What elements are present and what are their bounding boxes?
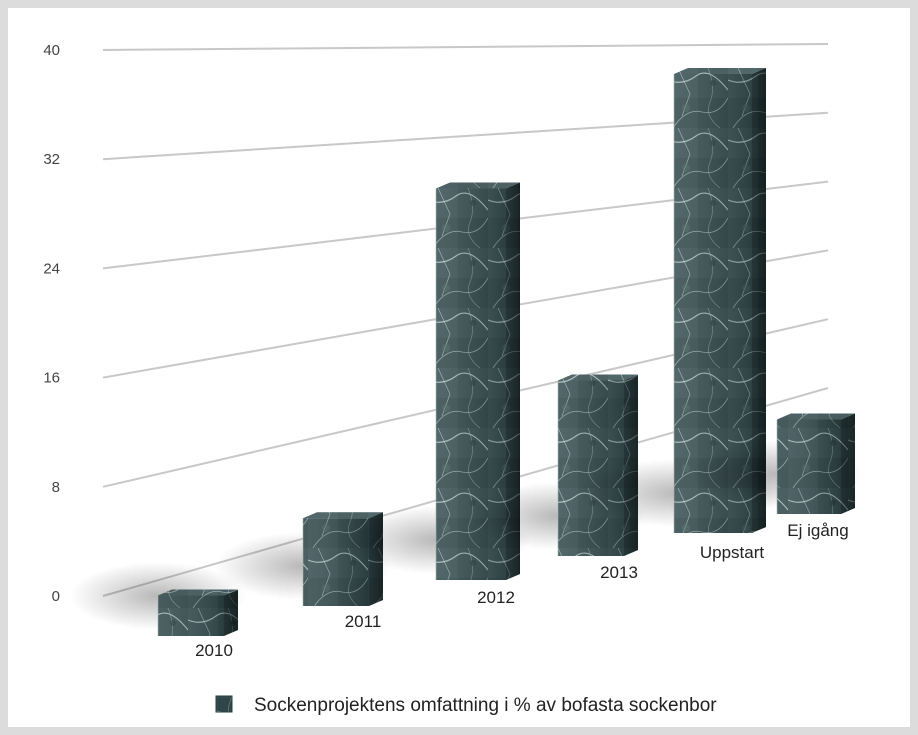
legend: Sockenprojektens omfattning i % av bofas…	[215, 695, 717, 716]
legend-label: Sockenprojektens omfattning i % av bofas…	[254, 695, 717, 716]
category-label: 2010	[195, 641, 233, 660]
y-tick-label: 8	[52, 479, 60, 496]
bar-2011	[215, 512, 391, 606]
bar-chart: 0 8 16 24 32 40 2010 2011 2012 2013 Uppstart Ej ig…	[43, 42, 862, 716]
gridline	[102, 43, 829, 51]
y-tick-label: 16	[43, 370, 60, 387]
legend-swatch	[215, 695, 233, 713]
y-axis-ticks: 0 8 16 24 32 40	[43, 42, 60, 605]
bar-ej-igång	[690, 413, 862, 514]
bar-2010	[70, 562, 246, 636]
chart-frame: 0 8 16 24 32 40 2010 2011 2012 2013 Uppstart Ej ig…	[8, 8, 910, 727]
y-tick-label: 24	[43, 260, 60, 277]
category-label: 2013	[600, 563, 638, 582]
bars	[70, 68, 862, 636]
category-label: Ej igång	[787, 521, 848, 540]
y-tick-label: 40	[43, 42, 60, 59]
category-label: 2011	[345, 612, 382, 631]
category-label: 2012	[477, 588, 515, 607]
category-labels: 2010 2011 2012 2013 Uppstart Ej igång	[195, 521, 849, 660]
y-tick-label: 32	[43, 151, 60, 168]
y-tick-label: 0	[52, 588, 60, 605]
category-label: Uppstart	[700, 543, 765, 562]
